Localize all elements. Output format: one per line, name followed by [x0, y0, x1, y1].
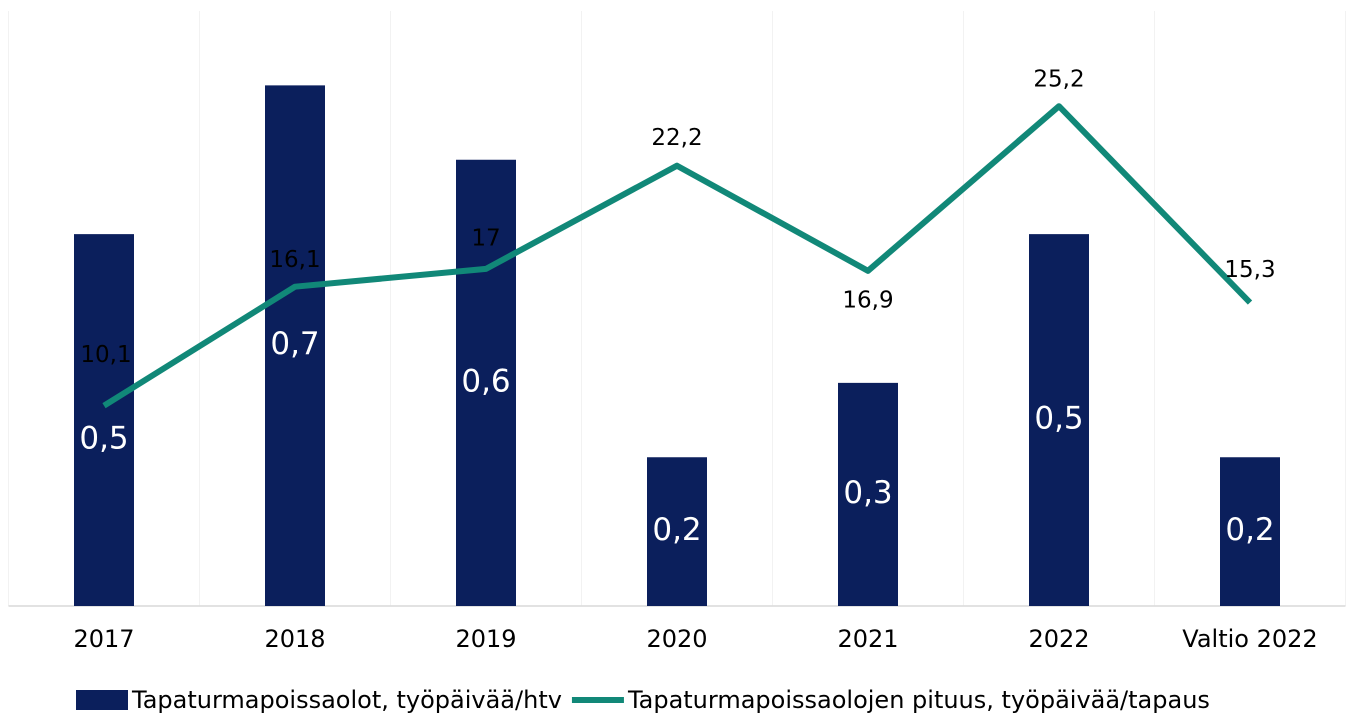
x-tick-label: 2018: [264, 625, 325, 653]
bar-value-label: 0,5: [1034, 401, 1083, 437]
x-tick-label: Valtio 2022: [1182, 625, 1317, 653]
bar-value-label: 0,6: [461, 363, 510, 399]
line-value-label: 22,2: [651, 125, 702, 151]
bar: [838, 382, 898, 606]
bar-value-label: 0,5: [79, 421, 128, 457]
bar: [456, 159, 516, 606]
bar-value-label: 0,2: [1225, 512, 1274, 548]
x-tick-label: 2017: [73, 625, 134, 653]
line-value-label: 25,2: [1033, 67, 1084, 93]
legend-swatch: [76, 690, 128, 710]
line-value-label: 15,3: [1224, 257, 1275, 283]
line-value-label: 10,1: [80, 342, 131, 368]
line-value-label: 17: [471, 225, 500, 251]
legend-label: Tapaturmapoissaolot, työpäivää/htv: [131, 686, 562, 714]
legend-label: Tapaturmapoissaolojen pituus, työpäivää/…: [627, 686, 1210, 714]
x-tick-label: 2022: [1028, 625, 1089, 653]
x-tick-label: 2019: [455, 625, 516, 653]
bar: [647, 457, 707, 606]
bar-value-label: 0,2: [652, 512, 701, 548]
bar: [1029, 234, 1089, 606]
line: [102, 103, 1253, 409]
bar: [1220, 457, 1280, 606]
bar-value-label: 0,3: [843, 475, 892, 511]
bar: [265, 85, 325, 606]
line-value-label: 16,9: [842, 287, 893, 313]
bar-value-label: 0,7: [270, 326, 319, 362]
bar: [74, 234, 134, 606]
x-tick-label: 2020: [646, 625, 707, 653]
line-value-label: 16,1: [269, 247, 320, 273]
x-tick-label: 2021: [837, 625, 898, 653]
